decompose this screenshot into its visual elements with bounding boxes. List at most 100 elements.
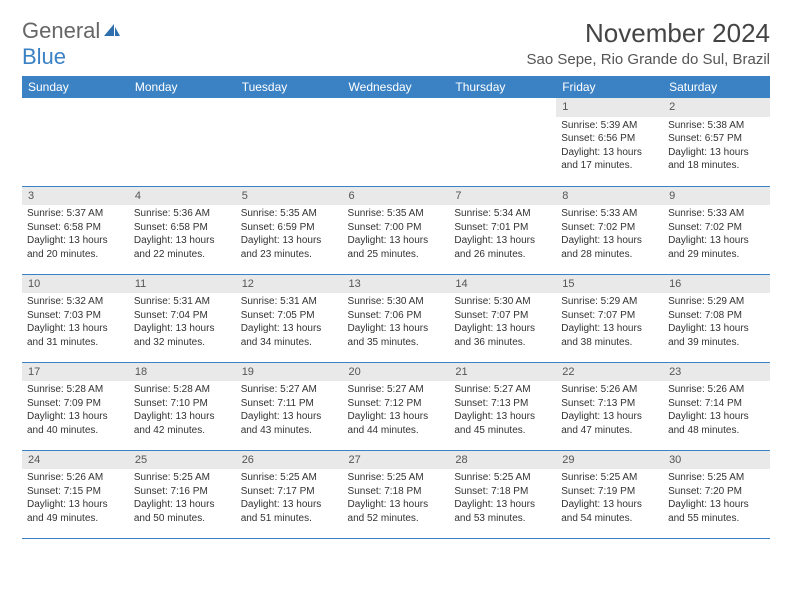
day-number: 10: [22, 275, 129, 294]
daylight-text: Daylight: 13 hours and 47 minutes.: [561, 410, 658, 437]
sunset-text: Sunset: 7:04 PM: [134, 309, 231, 323]
day-number: 23: [663, 363, 770, 382]
sunrise-text: Sunrise: 5:26 AM: [668, 383, 765, 397]
daylight-text: Daylight: 13 hours and 36 minutes.: [454, 322, 551, 349]
sunrise-text: Sunrise: 5:25 AM: [454, 471, 551, 485]
day-number: 8: [556, 187, 663, 206]
day-number: 9: [663, 187, 770, 206]
sunset-text: Sunset: 7:07 PM: [454, 309, 551, 323]
sunset-text: Sunset: 7:07 PM: [561, 309, 658, 323]
calendar-day-cell: 23Sunrise: 5:26 AMSunset: 7:14 PMDayligh…: [663, 362, 770, 450]
day-details: Sunrise: 5:26 AMSunset: 7:13 PMDaylight:…: [556, 381, 663, 441]
sunrise-text: Sunrise: 5:39 AM: [561, 119, 658, 133]
daylight-text: Daylight: 13 hours and 22 minutes.: [134, 234, 231, 261]
day-number: 21: [449, 363, 556, 382]
sunset-text: Sunset: 7:11 PM: [241, 397, 338, 411]
sunrise-text: Sunrise: 5:25 AM: [241, 471, 338, 485]
sunset-text: Sunset: 7:13 PM: [561, 397, 658, 411]
daylight-text: Daylight: 13 hours and 45 minutes.: [454, 410, 551, 437]
day-number: 29: [556, 451, 663, 470]
sunrise-text: Sunrise: 5:30 AM: [454, 295, 551, 309]
sunrise-text: Sunrise: 5:25 AM: [134, 471, 231, 485]
sunset-text: Sunset: 7:03 PM: [27, 309, 124, 323]
day-number: 7: [449, 187, 556, 206]
sunrise-text: Sunrise: 5:38 AM: [668, 119, 765, 133]
day-number: 17: [22, 363, 129, 382]
day-details: Sunrise: 5:28 AMSunset: 7:09 PMDaylight:…: [22, 381, 129, 441]
sunrise-text: Sunrise: 5:27 AM: [348, 383, 445, 397]
sunset-text: Sunset: 7:15 PM: [27, 485, 124, 499]
sunset-text: Sunset: 7:01 PM: [454, 221, 551, 235]
sunrise-text: Sunrise: 5:27 AM: [241, 383, 338, 397]
calendar-day-cell: 28Sunrise: 5:25 AMSunset: 7:18 PMDayligh…: [449, 450, 556, 538]
sunset-text: Sunset: 7:14 PM: [668, 397, 765, 411]
day-details: Sunrise: 5:34 AMSunset: 7:01 PMDaylight:…: [449, 205, 556, 265]
day-details: Sunrise: 5:29 AMSunset: 7:08 PMDaylight:…: [663, 293, 770, 353]
sunset-text: Sunset: 7:19 PM: [561, 485, 658, 499]
day-details: Sunrise: 5:27 AMSunset: 7:13 PMDaylight:…: [449, 381, 556, 441]
sunrise-text: Sunrise: 5:37 AM: [27, 207, 124, 221]
sunset-text: Sunset: 7:08 PM: [668, 309, 765, 323]
sunset-text: Sunset: 6:56 PM: [561, 132, 658, 146]
daylight-text: Daylight: 13 hours and 20 minutes.: [27, 234, 124, 261]
day-number: 3: [22, 187, 129, 206]
day-details: Sunrise: 5:25 AMSunset: 7:19 PMDaylight:…: [556, 469, 663, 529]
day-number: 28: [449, 451, 556, 470]
day-details: Sunrise: 5:25 AMSunset: 7:20 PMDaylight:…: [663, 469, 770, 529]
sunrise-text: Sunrise: 5:33 AM: [668, 207, 765, 221]
day-details: Sunrise: 5:25 AMSunset: 7:17 PMDaylight:…: [236, 469, 343, 529]
sunrise-text: Sunrise: 5:26 AM: [27, 471, 124, 485]
day-number: 6: [343, 187, 450, 206]
sunrise-text: Sunrise: 5:34 AM: [454, 207, 551, 221]
calendar-day-cell: 13Sunrise: 5:30 AMSunset: 7:06 PMDayligh…: [343, 274, 450, 362]
day-number: 27: [343, 451, 450, 470]
sunset-text: Sunset: 7:12 PM: [348, 397, 445, 411]
day-details: Sunrise: 5:39 AMSunset: 6:56 PMDaylight:…: [556, 117, 663, 177]
daylight-text: Daylight: 13 hours and 28 minutes.: [561, 234, 658, 261]
brand-word-1: General: [22, 18, 100, 43]
calendar-day-cell: 11Sunrise: 5:31 AMSunset: 7:04 PMDayligh…: [129, 274, 236, 362]
day-details: Sunrise: 5:31 AMSunset: 7:05 PMDaylight:…: [236, 293, 343, 353]
day-details: Sunrise: 5:31 AMSunset: 7:04 PMDaylight:…: [129, 293, 236, 353]
calendar-week-row: 17Sunrise: 5:28 AMSunset: 7:09 PMDayligh…: [22, 362, 770, 450]
calendar-week-row: 3Sunrise: 5:37 AMSunset: 6:58 PMDaylight…: [22, 186, 770, 274]
calendar-day-cell: 17Sunrise: 5:28 AMSunset: 7:09 PMDayligh…: [22, 362, 129, 450]
calendar-day-cell: 24Sunrise: 5:26 AMSunset: 7:15 PMDayligh…: [22, 450, 129, 538]
day-number: 14: [449, 275, 556, 294]
sunset-text: Sunset: 6:58 PM: [134, 221, 231, 235]
daylight-text: Daylight: 13 hours and 17 minutes.: [561, 146, 658, 173]
calendar-day-cell: 2Sunrise: 5:38 AMSunset: 6:57 PMDaylight…: [663, 98, 770, 186]
daylight-text: Daylight: 13 hours and 49 minutes.: [27, 498, 124, 525]
calendar-day-cell: 27Sunrise: 5:25 AMSunset: 7:18 PMDayligh…: [343, 450, 450, 538]
calendar-table: Sunday Monday Tuesday Wednesday Thursday…: [22, 76, 770, 539]
day-number: 12: [236, 275, 343, 294]
daylight-text: Daylight: 13 hours and 50 minutes.: [134, 498, 231, 525]
sunrise-text: Sunrise: 5:36 AM: [134, 207, 231, 221]
sunrise-text: Sunrise: 5:33 AM: [561, 207, 658, 221]
day-number: 16: [663, 275, 770, 294]
daylight-text: Daylight: 13 hours and 23 minutes.: [241, 234, 338, 261]
day-details: Sunrise: 5:25 AMSunset: 7:16 PMDaylight:…: [129, 469, 236, 529]
sunrise-text: Sunrise: 5:25 AM: [348, 471, 445, 485]
day-details: Sunrise: 5:27 AMSunset: 7:12 PMDaylight:…: [343, 381, 450, 441]
calendar-day-cell: 16Sunrise: 5:29 AMSunset: 7:08 PMDayligh…: [663, 274, 770, 362]
sunset-text: Sunset: 7:00 PM: [348, 221, 445, 235]
brand-word-2: Blue: [22, 44, 66, 69]
brand-logo: General Blue: [22, 18, 122, 70]
day-details: Sunrise: 5:26 AMSunset: 7:14 PMDaylight:…: [663, 381, 770, 441]
day-details: Sunrise: 5:32 AMSunset: 7:03 PMDaylight:…: [22, 293, 129, 353]
page-header: General Blue November 2024 Sao Sepe, Rio…: [22, 18, 770, 70]
sunset-text: Sunset: 7:17 PM: [241, 485, 338, 499]
sunrise-text: Sunrise: 5:25 AM: [668, 471, 765, 485]
sunrise-text: Sunrise: 5:32 AM: [27, 295, 124, 309]
sunrise-text: Sunrise: 5:26 AM: [561, 383, 658, 397]
day-details: Sunrise: 5:33 AMSunset: 7:02 PMDaylight:…: [556, 205, 663, 265]
calendar-day-cell: 15Sunrise: 5:29 AMSunset: 7:07 PMDayligh…: [556, 274, 663, 362]
weekday-header: Sunday: [22, 76, 129, 98]
day-number: 25: [129, 451, 236, 470]
daylight-text: Daylight: 13 hours and 31 minutes.: [27, 322, 124, 349]
calendar-day-cell: [343, 98, 450, 186]
daylight-text: Daylight: 13 hours and 25 minutes.: [348, 234, 445, 261]
day-number: 5: [236, 187, 343, 206]
calendar-day-cell: 20Sunrise: 5:27 AMSunset: 7:12 PMDayligh…: [343, 362, 450, 450]
